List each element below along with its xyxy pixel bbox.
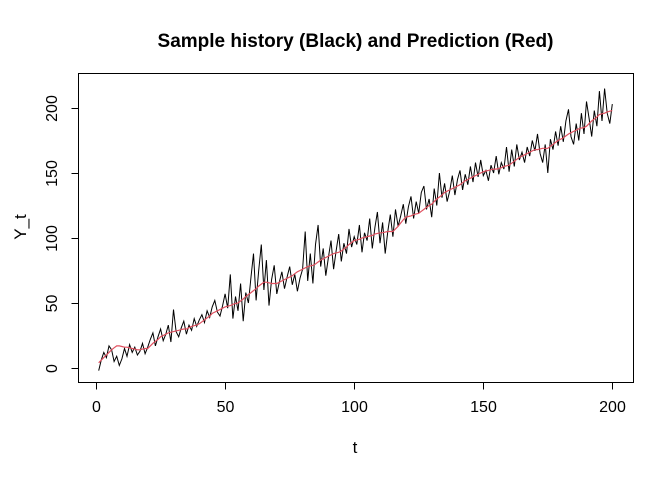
x-axis-tick-label: 200 — [599, 399, 626, 416]
y-axis-tick-label: 150 — [44, 160, 61, 187]
x-axis-tick-label: 0 — [92, 399, 101, 416]
y-axis-tick-label: 200 — [44, 95, 61, 122]
prediction-series-line — [98, 110, 613, 364]
y-axis-tick-label: 50 — [44, 295, 61, 313]
x-axis-label: t — [352, 438, 358, 457]
x-axis-tick-label: 50 — [217, 399, 235, 416]
chart-title: Sample history (Black) and Prediction (R… — [157, 31, 554, 52]
x-axis-tick-label: 100 — [341, 399, 368, 416]
history-series-line — [98, 88, 613, 371]
y-axis-tick-label: 100 — [44, 225, 61, 252]
plot-border — [78, 73, 634, 383]
x-axis-tick-label: 150 — [470, 399, 497, 416]
y-axis-tick-label: 0 — [44, 364, 61, 373]
